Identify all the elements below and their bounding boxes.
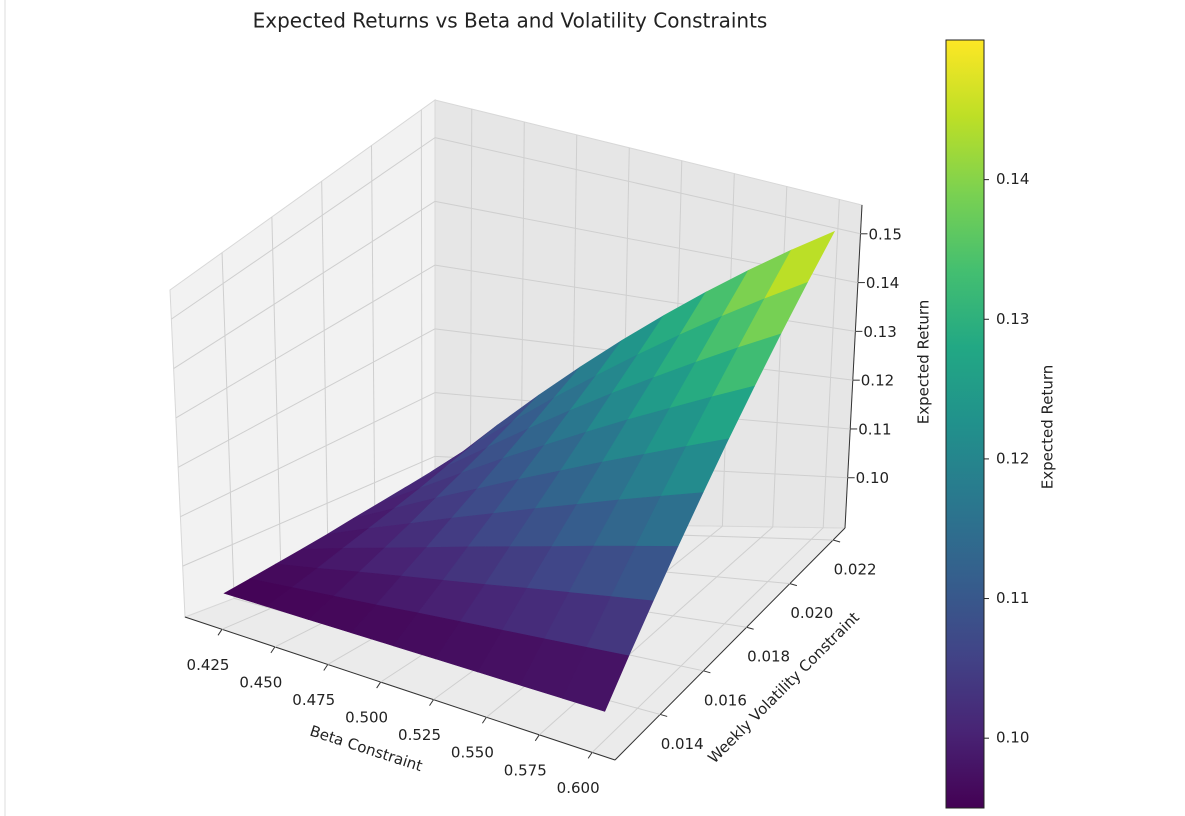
tick-mark xyxy=(660,713,668,717)
x-tick-label: 0.550 xyxy=(451,744,494,762)
grid-line xyxy=(175,264,436,419)
tick-mark xyxy=(270,646,276,654)
colorbar xyxy=(945,39,985,809)
grid-line xyxy=(591,527,824,753)
grid-line xyxy=(772,186,788,527)
chart-title: Expected Returns vs Beta and Volatility … xyxy=(253,9,768,33)
tick-mark xyxy=(703,670,711,674)
grid-line xyxy=(822,199,840,528)
tick-mark xyxy=(429,699,434,706)
grid-line xyxy=(173,200,436,369)
tick-mark xyxy=(789,583,798,587)
x-axis-line xyxy=(184,616,616,761)
x-tick-label: 0.600 xyxy=(557,779,600,797)
y-tick-label: 0.016 xyxy=(704,691,747,709)
x-tick-label: 0.575 xyxy=(504,761,547,779)
x-tick-label: 0.450 xyxy=(239,673,282,691)
tick-mark xyxy=(587,752,593,759)
z-tick-label: 0.14 xyxy=(866,274,899,292)
tick-mark xyxy=(323,664,329,671)
x-tick-label: 0.525 xyxy=(398,726,441,744)
surface xyxy=(223,230,836,712)
y-axis-line xyxy=(614,527,846,761)
tick-mark xyxy=(832,539,841,543)
y-tick-label: 0.022 xyxy=(834,560,877,578)
x-tick-label: 0.500 xyxy=(345,709,388,727)
grid-line xyxy=(434,137,861,235)
grid-line xyxy=(177,328,436,468)
y-tick-label: 0.018 xyxy=(747,648,790,666)
tick-mark xyxy=(481,716,487,724)
colorbar-label: Expected Return xyxy=(1039,365,1057,490)
surface-cell xyxy=(562,646,630,712)
tick-mark xyxy=(217,629,223,636)
colorbar-tick-label: 0.10 xyxy=(996,729,1029,747)
colorbar-tick-label: 0.13 xyxy=(996,310,1029,328)
colorbar-tick-label: 0.14 xyxy=(996,170,1029,188)
x-tick-label: 0.475 xyxy=(292,691,335,709)
z-axis-label: Expected Return xyxy=(915,300,933,425)
colorbar-tick-label: 0.12 xyxy=(996,449,1029,467)
y-tick-label: 0.020 xyxy=(790,604,833,622)
tick-mark xyxy=(534,734,540,742)
z-tick-label: 0.11 xyxy=(858,420,891,438)
y-tick-label: 0.014 xyxy=(661,735,704,753)
z-tick-label: 0.13 xyxy=(863,323,896,341)
grid-line xyxy=(321,181,329,563)
grid-line xyxy=(221,252,235,599)
grid-line xyxy=(182,455,436,567)
x-tick-label: 0.425 xyxy=(187,656,230,674)
z-axis-line xyxy=(844,204,863,529)
grid-line xyxy=(271,216,282,581)
grid-line xyxy=(180,392,436,518)
grid-line xyxy=(370,145,376,545)
tick-mark xyxy=(376,681,382,689)
z-tick-label: 0.10 xyxy=(856,469,889,487)
grid-line xyxy=(171,137,436,320)
grid-line xyxy=(420,109,423,527)
z-tick-label: 0.15 xyxy=(868,225,901,243)
colorbar-tick-label: 0.11 xyxy=(996,589,1029,607)
tick-mark xyxy=(746,626,754,630)
z-tick-label: 0.12 xyxy=(861,372,894,390)
